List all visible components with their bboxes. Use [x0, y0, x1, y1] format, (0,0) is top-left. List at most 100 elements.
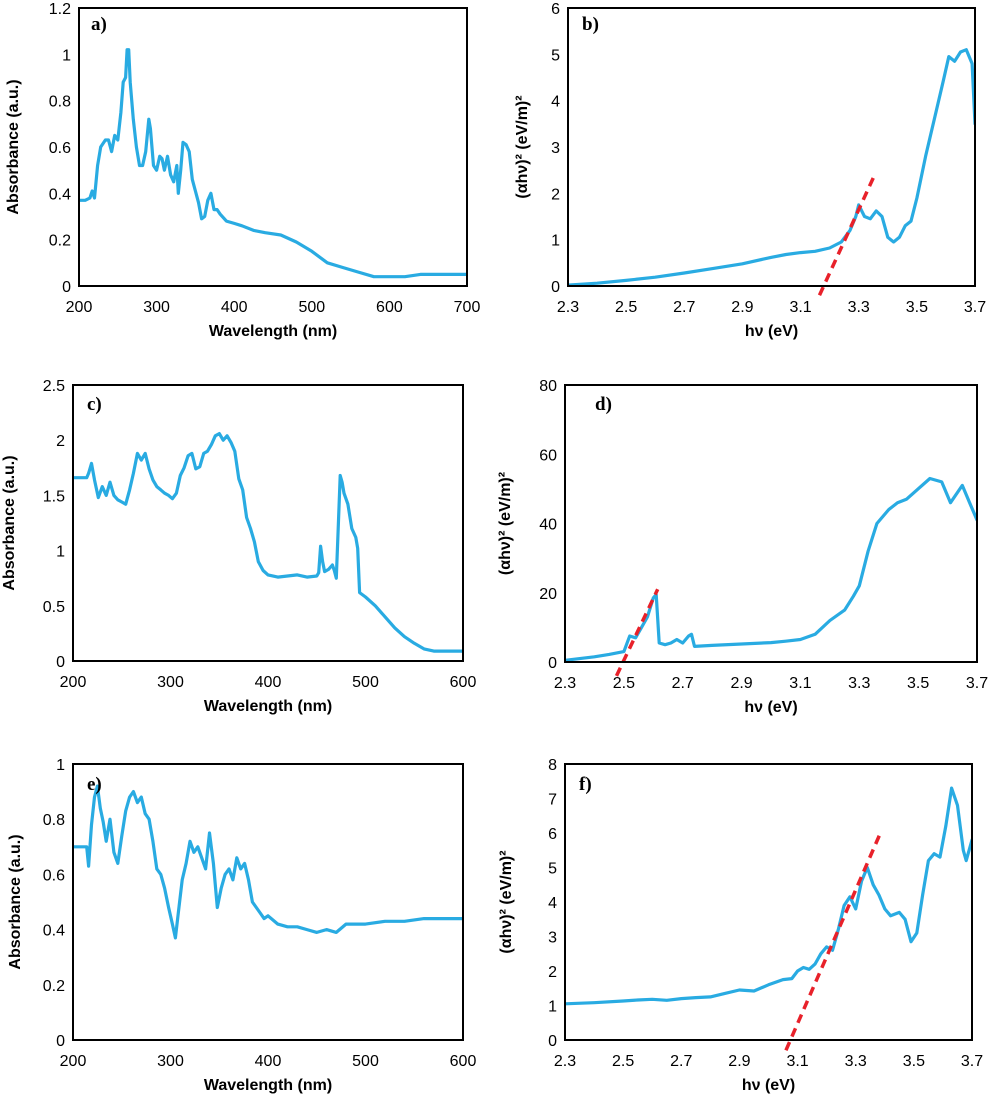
x-tick-label: 300	[157, 1053, 184, 1070]
panel-d: 0 20 40 60 80 2.3 2.5 2.7 2.9 3.1 3.3 3.5 3.7 hν (eV)…	[497, 378, 988, 716]
y-tick-label: 2	[551, 186, 560, 203]
y-tick-label: 8	[548, 757, 557, 774]
y-tick-label: 0	[56, 654, 65, 671]
x-tick-label: 2.9	[728, 1053, 750, 1070]
y-tick-label: 0	[551, 279, 560, 296]
y-tick-label: 60	[539, 447, 557, 464]
x-tick-label: 400	[221, 299, 248, 316]
x-tick-label: 400	[255, 674, 282, 691]
panel-label: e)	[87, 774, 102, 795]
y-tick-label: 3	[551, 140, 560, 157]
x-tick-label: 2.7	[672, 675, 694, 692]
x-tick-label: 300	[143, 299, 170, 316]
y-axis-title: Absorbance (a.u.)	[5, 79, 22, 214]
y-tick-label: 0.4	[49, 186, 71, 203]
x-axis-title: hν (eV)	[744, 699, 797, 716]
panel-f: 0 1 2 3 4 5 6 7 8 2.3 2.5 2.7 2.9 3.1 3.3 3.5 3.7 hν (eV)…	[498, 757, 983, 1094]
x-tick-label: 3.7	[964, 299, 986, 316]
panel-a: 0 0.2 0.4 0.6 0.8 1 1.2 200 300 400 500 600 700 Wavel…	[5, 1, 480, 340]
plot-frame	[78, 7, 468, 287]
panel-label: a)	[91, 14, 107, 35]
data-series-line	[73, 784, 463, 940]
x-tick-label: 2.9	[731, 299, 753, 316]
panel-e: 0 0.2 0.4 0.6 0.8 1 200 300 400 500 600 Wavelength …	[7, 757, 476, 1094]
y-tick-label: 0	[62, 279, 71, 296]
x-tick-label: 2.3	[557, 299, 579, 316]
x-tick-label: 2.3	[554, 675, 576, 692]
plot-frame	[72, 763, 464, 1041]
y-tick-label: 0.2	[49, 233, 71, 250]
x-tick-label: 3.3	[848, 299, 870, 316]
x-tick-label: 3.7	[961, 1053, 983, 1070]
y-tick-label: 0	[548, 1033, 557, 1050]
x-tick-label: 3.1	[789, 299, 811, 316]
data-series-line	[568, 48, 975, 286]
x-tick-label: 200	[60, 674, 87, 691]
y-tick-label: 1.5	[43, 488, 65, 505]
x-tick-label: 2.5	[615, 299, 637, 316]
y-axis-title: Absorbance (a.u.)	[7, 834, 24, 969]
y-tick-label: 0.8	[49, 94, 71, 111]
x-tick-label: 2.5	[613, 675, 635, 692]
y-tick-label: 0.4	[43, 923, 65, 940]
x-tick-label: 2.3	[554, 1053, 576, 1070]
data-series-line	[73, 432, 463, 653]
x-tick-label: 2.7	[670, 1053, 692, 1070]
panel-label: d)	[595, 394, 612, 415]
x-axis-title: hν (eV)	[745, 323, 798, 340]
data-series-line	[565, 476, 977, 662]
y-tick-label: 2	[548, 964, 557, 981]
x-tick-label: 400	[255, 1053, 282, 1070]
y-tick-label: 1	[548, 999, 557, 1016]
x-tick-label: 300	[157, 674, 184, 691]
x-tick-label: 3.1	[789, 675, 811, 692]
y-tick-label: 4	[548, 895, 557, 912]
x-tick-label: 2.5	[612, 1053, 634, 1070]
y-tick-label: 4	[551, 94, 560, 111]
y-tick-label: 1	[56, 757, 65, 774]
panel-label: f)	[579, 774, 592, 795]
panel-label: c)	[87, 394, 102, 415]
x-tick-label: 3.5	[903, 1053, 925, 1070]
x-tick-label: 3.1	[786, 1053, 808, 1070]
x-tick-label: 3.3	[845, 1053, 867, 1070]
linear-fit-line	[817, 174, 877, 296]
y-tick-label: 1.2	[49, 1, 71, 18]
y-axis-title: (αhν)² (eV/m)²	[497, 472, 514, 575]
x-tick-label: 3.7	[966, 675, 988, 692]
x-tick-label: 200	[60, 1053, 87, 1070]
y-tick-label: 1	[551, 233, 560, 250]
y-tick-label: 6	[548, 826, 557, 843]
y-tick-label: 0	[56, 1033, 65, 1050]
x-axis-title: Wavelength (nm)	[209, 323, 337, 340]
x-tick-label: 3.3	[848, 675, 870, 692]
y-tick-label: 0.6	[49, 140, 71, 157]
x-tick-label: 700	[454, 299, 481, 316]
y-tick-label: 0	[548, 655, 557, 672]
y-tick-label: 2.5	[43, 378, 65, 395]
panel-b: 0 1 2 3 4 5 6 2.3 2.5 2.7 2.9 3.1 3.3 3.5 3.7 hν (eV) (α…	[514, 1, 986, 340]
y-tick-label: 80	[539, 378, 557, 395]
y-tick-label: 5	[548, 861, 557, 878]
y-tick-label: 1	[56, 544, 65, 561]
plot-frame	[567, 7, 976, 287]
x-tick-label: 500	[352, 1053, 379, 1070]
y-tick-label: 6	[551, 1, 560, 18]
data-series-line	[79, 48, 467, 279]
plot-frame	[564, 384, 978, 663]
y-tick-label: 5	[551, 47, 560, 64]
data-series-line	[565, 786, 972, 1006]
y-axis-title: (αhν)² (eV/m)²	[514, 95, 531, 198]
panel-c: 0 0.5 1 1.5 2 2.5 200 300 400 500 600 Wavelength (n…	[1, 378, 476, 715]
x-tick-label: 600	[450, 1053, 477, 1070]
y-tick-label: 1	[62, 47, 71, 64]
y-tick-label: 0.6	[43, 867, 65, 884]
y-axis-title: (αhν)² (eV/m)²	[498, 850, 515, 953]
linear-fit-line	[784, 832, 883, 1052]
y-tick-label: 2	[56, 433, 65, 450]
y-tick-label: 20	[539, 586, 557, 603]
panel-label: b)	[582, 14, 599, 35]
x-tick-label: 500	[298, 299, 325, 316]
y-axis-title: Absorbance (a.u.)	[1, 455, 18, 590]
